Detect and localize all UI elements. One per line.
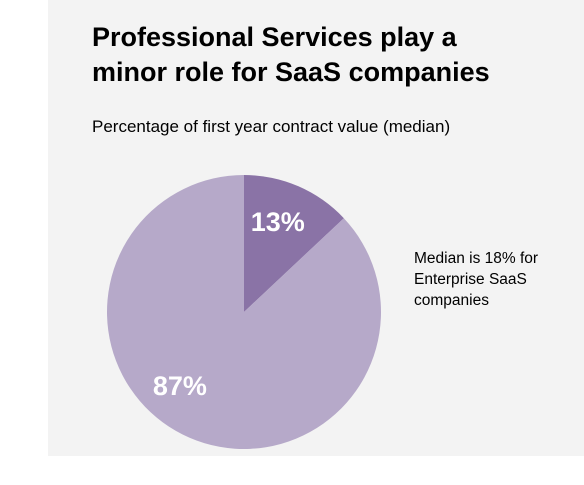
chart-title-line-2: minor role for SaaS companies (92, 57, 490, 87)
annotation-line-3: companies (414, 292, 489, 309)
annotation-line-1: Median is 18% for (414, 250, 539, 267)
pie-labels: 13% 87% (153, 207, 305, 401)
pie-slices (107, 175, 382, 449)
chart-title: Professional Services play a minor role … (92, 20, 562, 90)
chart-title-line-1: Professional Services play a (92, 22, 457, 52)
pie-slice-label-2: 87% (153, 371, 207, 401)
pie-slice-1 (244, 175, 344, 312)
pie-slice-label-1: 13% (251, 207, 305, 237)
annotation-line-2: Enterprise SaaS (414, 271, 527, 288)
chart-annotation: Median is 18% for Enterprise SaaS compan… (414, 248, 579, 311)
chart-subtitle: Percentage of first year contract value … (92, 117, 451, 136)
pie-slice-2 (107, 175, 382, 449)
